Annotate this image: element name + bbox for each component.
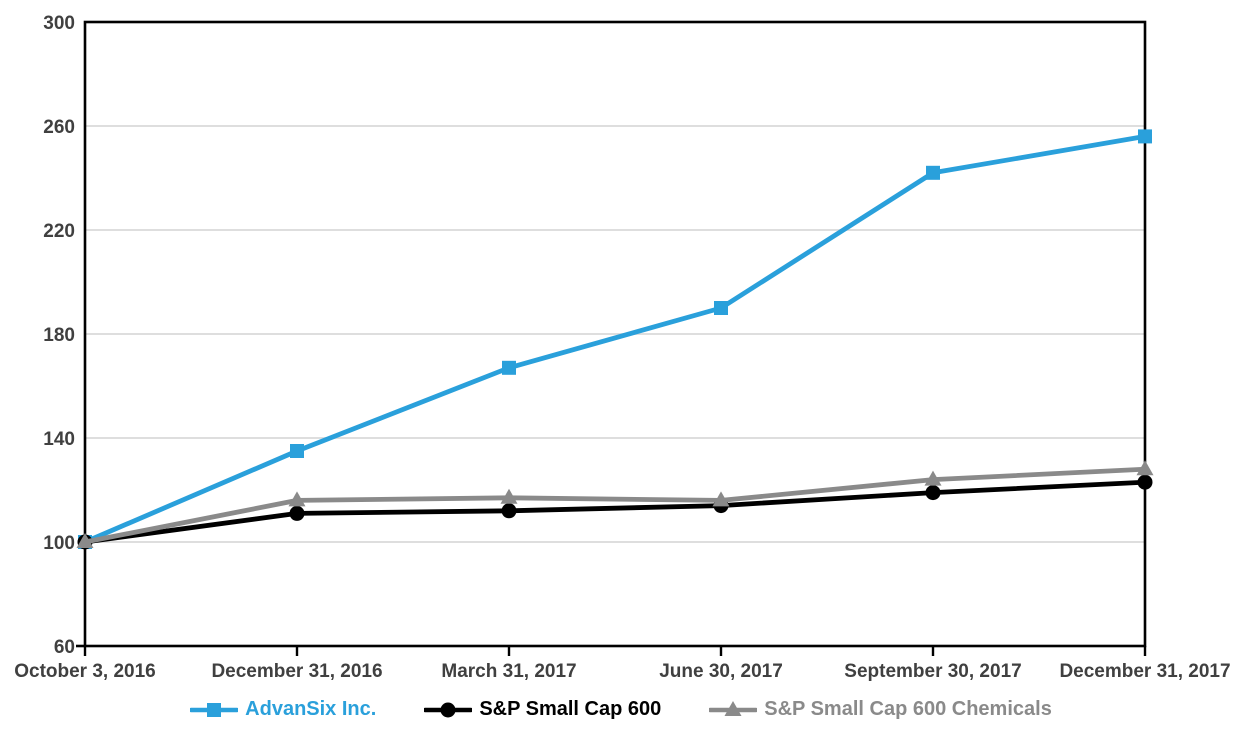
legend-label-advansix: AdvanSix Inc.	[245, 698, 377, 720]
x-tick-label-4: September 30, 2017	[844, 661, 1021, 682]
x-tick-label-5: December 31, 2017	[1059, 661, 1230, 682]
x-tick-label-2: March 31, 2017	[441, 661, 576, 682]
y-tick-label-300: 300	[43, 13, 75, 34]
x-tick-label-1: December 31, 2016	[211, 661, 382, 682]
legend-label-sp-smallcap-600-chemicals: S&P Small Cap 600 Chemicals	[764, 698, 1052, 720]
sp600-line-circle-icon	[424, 702, 473, 717]
y-tick-label-100: 100	[43, 533, 75, 554]
y-tick-label-140: 140	[43, 429, 75, 450]
y-tick-label-220: 220	[43, 221, 75, 242]
x-tick-label-3: June 30, 2017	[659, 661, 783, 682]
legend-item-sp-smallcap-600: S&P Small Cap 600	[424, 698, 661, 721]
series-advansix-inc-	[78, 129, 1152, 549]
y-tick-label-180: 180	[43, 325, 75, 346]
x-tick-label-0: October 3, 2016	[14, 661, 156, 682]
legend-item-advansix: AdvanSix Inc.	[190, 698, 376, 721]
chart-legend: AdvanSix Inc. S&P Small Cap 600 S&P Smal…	[0, 698, 1242, 721]
y-tick-label-60: 60	[54, 637, 75, 658]
advansix-line-square-icon	[190, 702, 239, 717]
series-s-p-small-cap-600-chemicals	[76, 460, 1154, 548]
legend-label-sp-smallcap-600: S&P Small Cap 600	[479, 698, 662, 720]
sp600-chemicals-line-triangle-icon	[709, 700, 758, 716]
legend-item-sp-smallcap-600-chemicals: S&P Small Cap 600 Chemicals	[709, 698, 1052, 721]
plot-border	[83, 20, 1147, 648]
y-tick-label-260: 260	[43, 117, 75, 138]
